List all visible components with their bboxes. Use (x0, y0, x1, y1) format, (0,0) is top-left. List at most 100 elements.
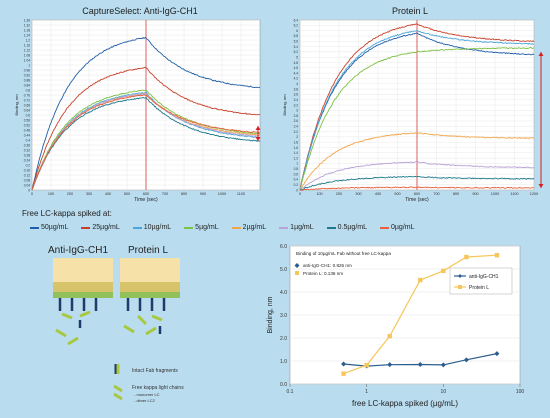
legend-marker (458, 274, 462, 278)
y-tick-label: 6.0 (280, 244, 287, 250)
y-tick-label: 1.2 (294, 156, 299, 160)
y-tick-label: 0.2 (26, 163, 31, 167)
chart1: 0 100 200 300 400 500 600 700 800 900 1000 110000.0… (14, 18, 261, 203)
x-tick-label: 900 (200, 192, 206, 196)
y-tick-label: 1.04 (24, 58, 30, 62)
series-line-c2 (299, 132, 535, 191)
x-tick-label: 100 (516, 389, 525, 395)
series-line-c0 (299, 186, 535, 191)
y-tick-label: 4.6 (294, 66, 299, 70)
sensor-tip-left (53, 258, 113, 286)
data-point (364, 362, 369, 368)
y-tick-label: 6.2 (294, 24, 299, 28)
y-tick-label: 1.08 (24, 53, 30, 57)
fab-on-sensors (58, 298, 166, 311)
x-tick-label: 400 (375, 192, 381, 196)
x-tick-label: 700 (162, 192, 168, 196)
legend-item: 2µg/mL (231, 224, 267, 231)
x-tick-label: 200 (336, 192, 342, 196)
y-axis-label: Binding, nm (267, 296, 274, 333)
x-tick-label: 500 (124, 192, 130, 196)
y-tick-label: 1.24 (24, 33, 30, 37)
y-tick-label: 0.32 (24, 148, 30, 152)
y-tick-label: 1.28 (24, 28, 30, 32)
x-tick-label: 100 (48, 192, 54, 196)
free-lc-fragments (55, 310, 163, 346)
legend-swatch (380, 226, 389, 229)
x-tick-label: 1100 (510, 192, 518, 196)
series-line-c10 (31, 91, 261, 191)
x-tick-label: 200 (67, 192, 73, 196)
lc-key-sub2: - dimer LC2 (134, 398, 155, 403)
chart2-title: Protein L (391, 6, 429, 16)
y-tick-label: 4 (296, 82, 298, 86)
data-point (440, 362, 446, 368)
x-tick-label: 100 (316, 192, 322, 196)
arrow-chart1-head-bottom (255, 137, 261, 141)
y-tick-label: 5.6 (294, 40, 299, 44)
y-tick-label: 0.36 (24, 143, 30, 147)
legend-label: 10µg/mL (143, 224, 172, 231)
binding-diagram (53, 258, 180, 401)
series-line-c50 (31, 36, 261, 190)
y-tick-label: 0 (296, 188, 298, 192)
y-tick-label: 0.92 (24, 73, 30, 77)
legend-swatch (81, 226, 91, 229)
y-axis-label: Binding, nm (282, 94, 287, 116)
fab-key-label: Intact Fab fragments (132, 368, 178, 374)
y-tick-label: 1.36 (24, 18, 30, 22)
legend-item: 0.5µg/mL (326, 224, 367, 231)
y-tick-label: 0.56 (24, 118, 30, 122)
protein-l-title: Protein L (128, 245, 169, 256)
y-tick-label: 0.4 (294, 178, 299, 182)
legend-label: 25µg/mL (92, 224, 120, 231)
y-tick-label: 0.08 (24, 178, 30, 182)
y-tick-label: 0.64 (24, 108, 30, 112)
legend-label: 2µg/mL (242, 224, 267, 231)
y-tick-label: 3.8 (294, 87, 299, 91)
arrow-chart2-head-top (538, 52, 544, 56)
y-tick-label: 2.2 (294, 130, 299, 134)
y-tick-label: 0 (28, 188, 30, 192)
chart2: 0 100 200 300 400 500 600 700 800 900 1000 1100 1200… (282, 18, 544, 203)
x-tick-label: 300 (86, 192, 92, 196)
y-tick-label: 3.4 (294, 98, 299, 102)
lc-key-label: Free kappa light chains (132, 385, 184, 391)
y-tick-label: 0.28 (24, 153, 30, 157)
y-tick-label: 1.16 (24, 43, 30, 47)
y-tick-label: 1.6 (294, 146, 299, 150)
y-tick-label: 0.8 (26, 88, 31, 92)
y-tick-label: 3.2 (294, 103, 299, 107)
lc-key-sub1: - monomer LC (134, 392, 160, 397)
anti-igg-title: Anti-IgG-CH1 (48, 245, 109, 256)
y-tick-label: 1 (296, 162, 298, 166)
data-point (341, 371, 346, 376)
y-tick-label: 6 (296, 29, 298, 33)
series-line-c0 (31, 94, 261, 191)
y-tick-label: 0.6 (294, 172, 299, 176)
legend-label: anti-IgG-CH1 (469, 274, 499, 280)
lc-key-icon (113, 384, 123, 393)
x-tick-label: 0 (299, 192, 301, 196)
chart3: 0.0 1.0 2.0 3.0 4.0 5.0 6.0 0.1 1 10 100 free LC-ka… (267, 244, 525, 408)
arrow-chart1-head-top (255, 126, 261, 130)
x-tick-label: 400 (105, 192, 111, 196)
y-tick-label: 5.0 (280, 267, 287, 273)
y-axis-label: Binding, nm (14, 94, 19, 116)
y-tick-label: 3.0 (280, 313, 287, 319)
y-tick-label: 1.4 (294, 151, 299, 155)
legend-row: 50µg/mL 25µg/mL 10µg/mL 5µg/mL 2µg/mL 1µg/mL 0… (30, 224, 428, 231)
y-tick-label: 0.2 (294, 183, 299, 187)
y-tick-label: 2.4 (294, 125, 299, 129)
x-tick-label: 600 (143, 192, 149, 196)
y-tick-label: 5.8 (294, 34, 299, 38)
y-tick-label: 0.12 (24, 173, 30, 177)
x-tick-label: 500 (394, 192, 400, 196)
legend-swatch (30, 226, 39, 229)
x-tick-label: 10 (441, 389, 447, 395)
data-point (387, 333, 392, 339)
y-tick-label: 5.2 (294, 50, 299, 54)
legend-label: Protein L (469, 285, 489, 291)
y-tick-label: 5.4 (294, 45, 299, 49)
y-tick-label: 0.04 (24, 183, 30, 187)
